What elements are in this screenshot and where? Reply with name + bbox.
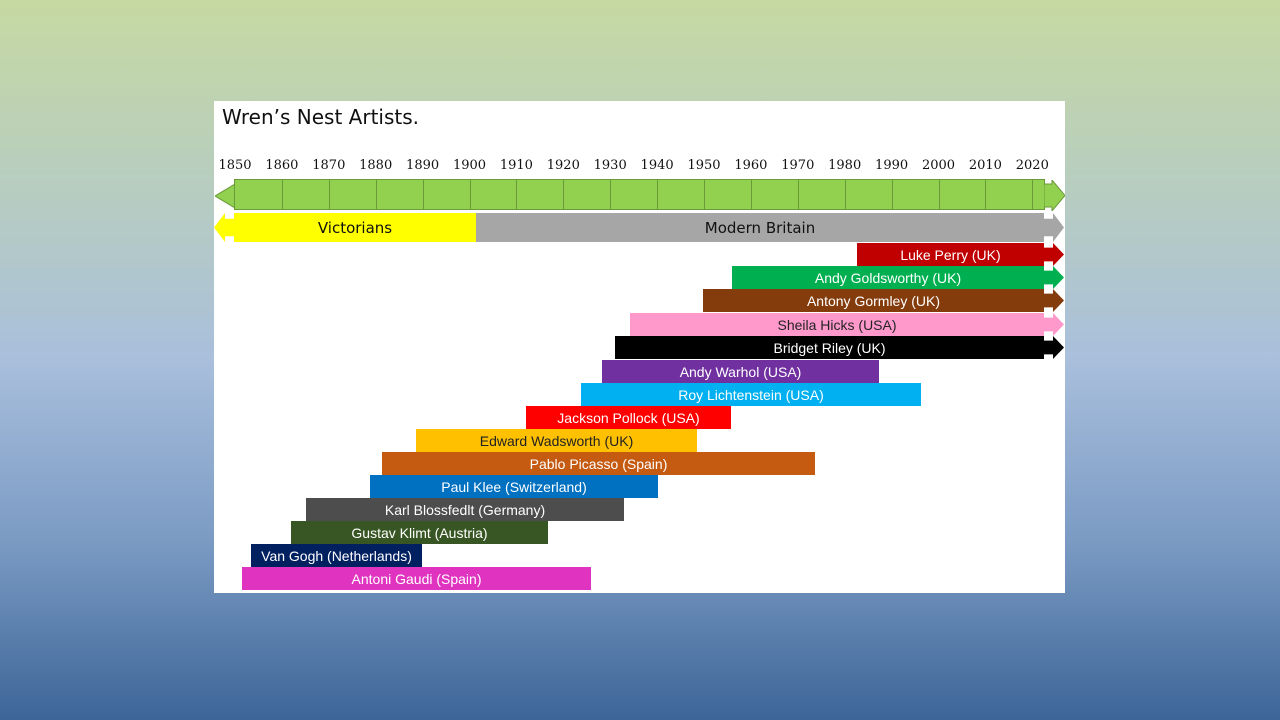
tick-label-1930: 1930 xyxy=(593,158,627,173)
tick-label-1880: 1880 xyxy=(359,158,393,173)
tick-label-1950: 1950 xyxy=(687,158,721,173)
artist-bar: Van Gogh (Netherlands) xyxy=(251,544,422,567)
ruler-division xyxy=(281,180,283,209)
ruler-division xyxy=(797,180,799,209)
ruler-division xyxy=(657,180,659,209)
artist-bar-arrow-icon xyxy=(1044,243,1064,266)
ruler-division xyxy=(422,180,424,209)
tick-label-1910: 1910 xyxy=(499,158,533,173)
artist-bar: Pablo Picasso (Spain) xyxy=(382,452,815,475)
tick-label-1890: 1890 xyxy=(406,158,440,173)
tick-label-1870: 1870 xyxy=(312,158,346,173)
ruler-division xyxy=(938,180,940,209)
artist-bar-arrow-icon xyxy=(1044,289,1064,312)
artist-bar: Luke Perry (UK) xyxy=(857,243,1044,266)
artist-bar-arrow-icon xyxy=(1044,266,1064,289)
tick-label-2000: 2000 xyxy=(921,158,956,173)
ruler-division xyxy=(704,180,705,209)
era-left-arrow-icon xyxy=(214,213,234,242)
artist-bar: Andy Goldsworthy (UK) xyxy=(732,266,1044,289)
tick-label-1920: 1920 xyxy=(546,158,580,173)
timeline-left-arrow-icon xyxy=(215,184,235,208)
artist-bar: Jackson Pollock (USA) xyxy=(526,406,731,429)
tick-label-1980: 1980 xyxy=(828,158,862,173)
tick-label-2010: 2010 xyxy=(968,158,1002,173)
tick-label-1860: 1860 xyxy=(265,158,299,173)
ruler-division xyxy=(469,180,471,209)
tick-label-1970: 1970 xyxy=(781,158,815,173)
tick-label-2020: 2020 xyxy=(1015,158,1049,173)
timeline-slide: Wren’s Nest Artists. 1850 1860 1870 1880 189… xyxy=(214,101,1065,593)
ruler-division xyxy=(891,180,893,209)
artist-bar: Bridget Riley (UK) xyxy=(615,336,1044,359)
artist-bar: Gustav Klimt (Austria) xyxy=(291,521,548,544)
timeline-ruler xyxy=(234,179,1045,210)
tick-label-1900: 1900 xyxy=(452,158,487,173)
artist-bar-arrow-icon xyxy=(1044,313,1064,336)
tick-label-1940: 1940 xyxy=(640,158,674,173)
artist-bar: Antony Gormley (UK) xyxy=(703,289,1044,312)
ruler-division xyxy=(610,180,612,209)
ruler-division xyxy=(1032,180,1034,209)
ruler-division xyxy=(985,180,987,209)
ruler-division xyxy=(563,180,565,209)
ruler-division xyxy=(750,180,752,209)
slide-title: Wren’s Nest Artists. xyxy=(222,105,420,129)
timeline-right-arrow-icon xyxy=(1044,180,1065,211)
tick-label-1850: 1850 xyxy=(218,158,252,173)
artist-bar: Karl Blossfedlt (Germany) xyxy=(306,498,624,521)
ruler-division xyxy=(328,180,330,209)
era-victorians: Victorians xyxy=(234,213,476,242)
artist-bar: Roy Lichtenstein (USA) xyxy=(581,383,921,406)
artist-bar: Andy Warhol (USA) xyxy=(602,360,879,383)
ruler-division xyxy=(375,180,377,209)
era-modern-britain: Modern Britain xyxy=(476,213,1044,242)
artist-bar: Edward Wadsworth (UK) xyxy=(416,429,697,452)
tick-label-1960: 1960 xyxy=(734,158,768,173)
artist-bar: Antoni Gaudi (Spain) xyxy=(242,567,591,590)
era-right-arrow-icon xyxy=(1044,213,1064,242)
artist-bar: Sheila Hicks (USA) xyxy=(630,313,1044,336)
artist-bar-arrow-icon xyxy=(1044,336,1064,359)
artist-bar: Paul Klee (Switzerland) xyxy=(370,475,658,498)
tick-label-1990: 1990 xyxy=(875,158,909,173)
ruler-division xyxy=(844,180,846,209)
ruler-division xyxy=(516,180,518,209)
